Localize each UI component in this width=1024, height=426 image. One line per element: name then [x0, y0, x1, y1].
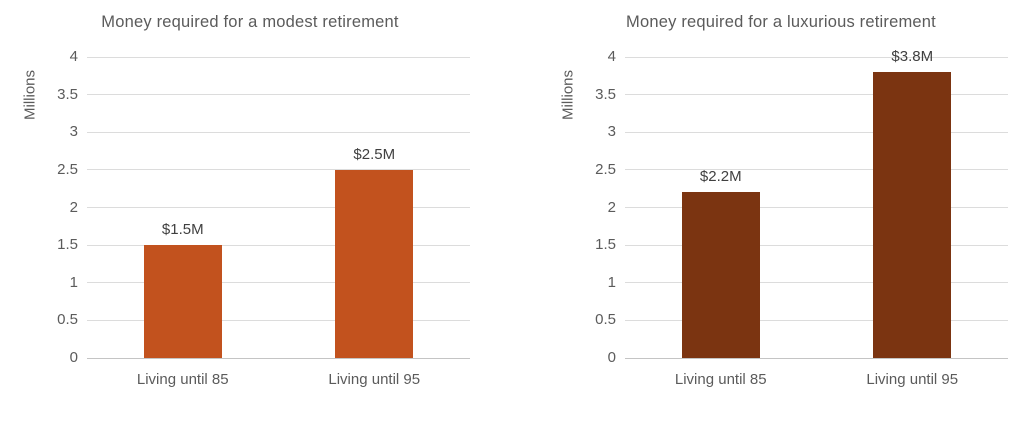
bar: [681, 192, 760, 358]
y-tick-label: 0: [607, 349, 616, 366]
gridline: [87, 94, 470, 96]
chart-modest-retirement: Money required for a modest retirement M…: [0, 0, 500, 426]
y-tick-label: 4: [607, 48, 616, 65]
bar-value-label: $2.2M: [699, 168, 742, 186]
y-tick-label: 1: [607, 273, 616, 291]
y-tick-label: 3.5: [595, 85, 616, 103]
y-tick-label: 2.5: [595, 160, 616, 178]
gridline: [625, 244, 1008, 246]
gridline: [87, 207, 470, 208]
gridline: [625, 56, 1008, 58]
bar-value-label: $3.8M: [891, 48, 934, 66]
y-tick-label: 1.5: [57, 236, 78, 254]
x-axis-line: [87, 357, 470, 359]
x-category-label: Living until 85: [136, 371, 229, 388]
gridline: [87, 56, 470, 58]
x-category-label: Living until 85: [674, 371, 767, 388]
y-tick-label: 0.5: [595, 311, 616, 329]
y-tick-label: 2.5: [57, 160, 78, 178]
gridline: [625, 169, 1008, 171]
y-tick-label: 4: [69, 48, 78, 65]
bar: [335, 169, 414, 358]
gridline: [87, 282, 470, 284]
y-tick-label: 0.5: [57, 311, 78, 329]
y-tick-label: 1: [69, 273, 78, 291]
chart-luxurious-retirement: Money required for a luxurious retiremen…: [538, 0, 1024, 426]
y-tick-label: 0: [69, 349, 78, 366]
chart-title: Money required for a luxurious retiremen…: [626, 13, 936, 31]
gridline: [625, 207, 1008, 208]
bar: [873, 72, 952, 358]
x-category-label: Living until 95: [328, 371, 421, 388]
chart-title: Money required for a modest retirement: [101, 13, 399, 31]
gridline: [625, 282, 1008, 284]
x-axis-line: [625, 357, 1008, 359]
y-tick-label: 2: [607, 198, 616, 216]
y-tick-label: 3.5: [57, 85, 78, 103]
gridline: [87, 169, 470, 171]
y-tick-label: 1.5: [595, 236, 616, 254]
gridline: [625, 319, 1008, 321]
bar-value-label: $2.5M: [353, 145, 396, 163]
gridline: [625, 94, 1008, 96]
y-tick-label: 3: [607, 123, 616, 141]
gridline: [87, 319, 470, 321]
bar: [143, 245, 222, 358]
gridline: [87, 131, 470, 133]
gridline: [87, 244, 470, 246]
x-category-label: Living until 95: [866, 371, 959, 388]
y-tick-label: 3: [69, 123, 78, 141]
bar-value-label: $1.5M: [161, 221, 204, 239]
gridline: [625, 131, 1008, 133]
y-tick-label: 2: [69, 198, 78, 216]
